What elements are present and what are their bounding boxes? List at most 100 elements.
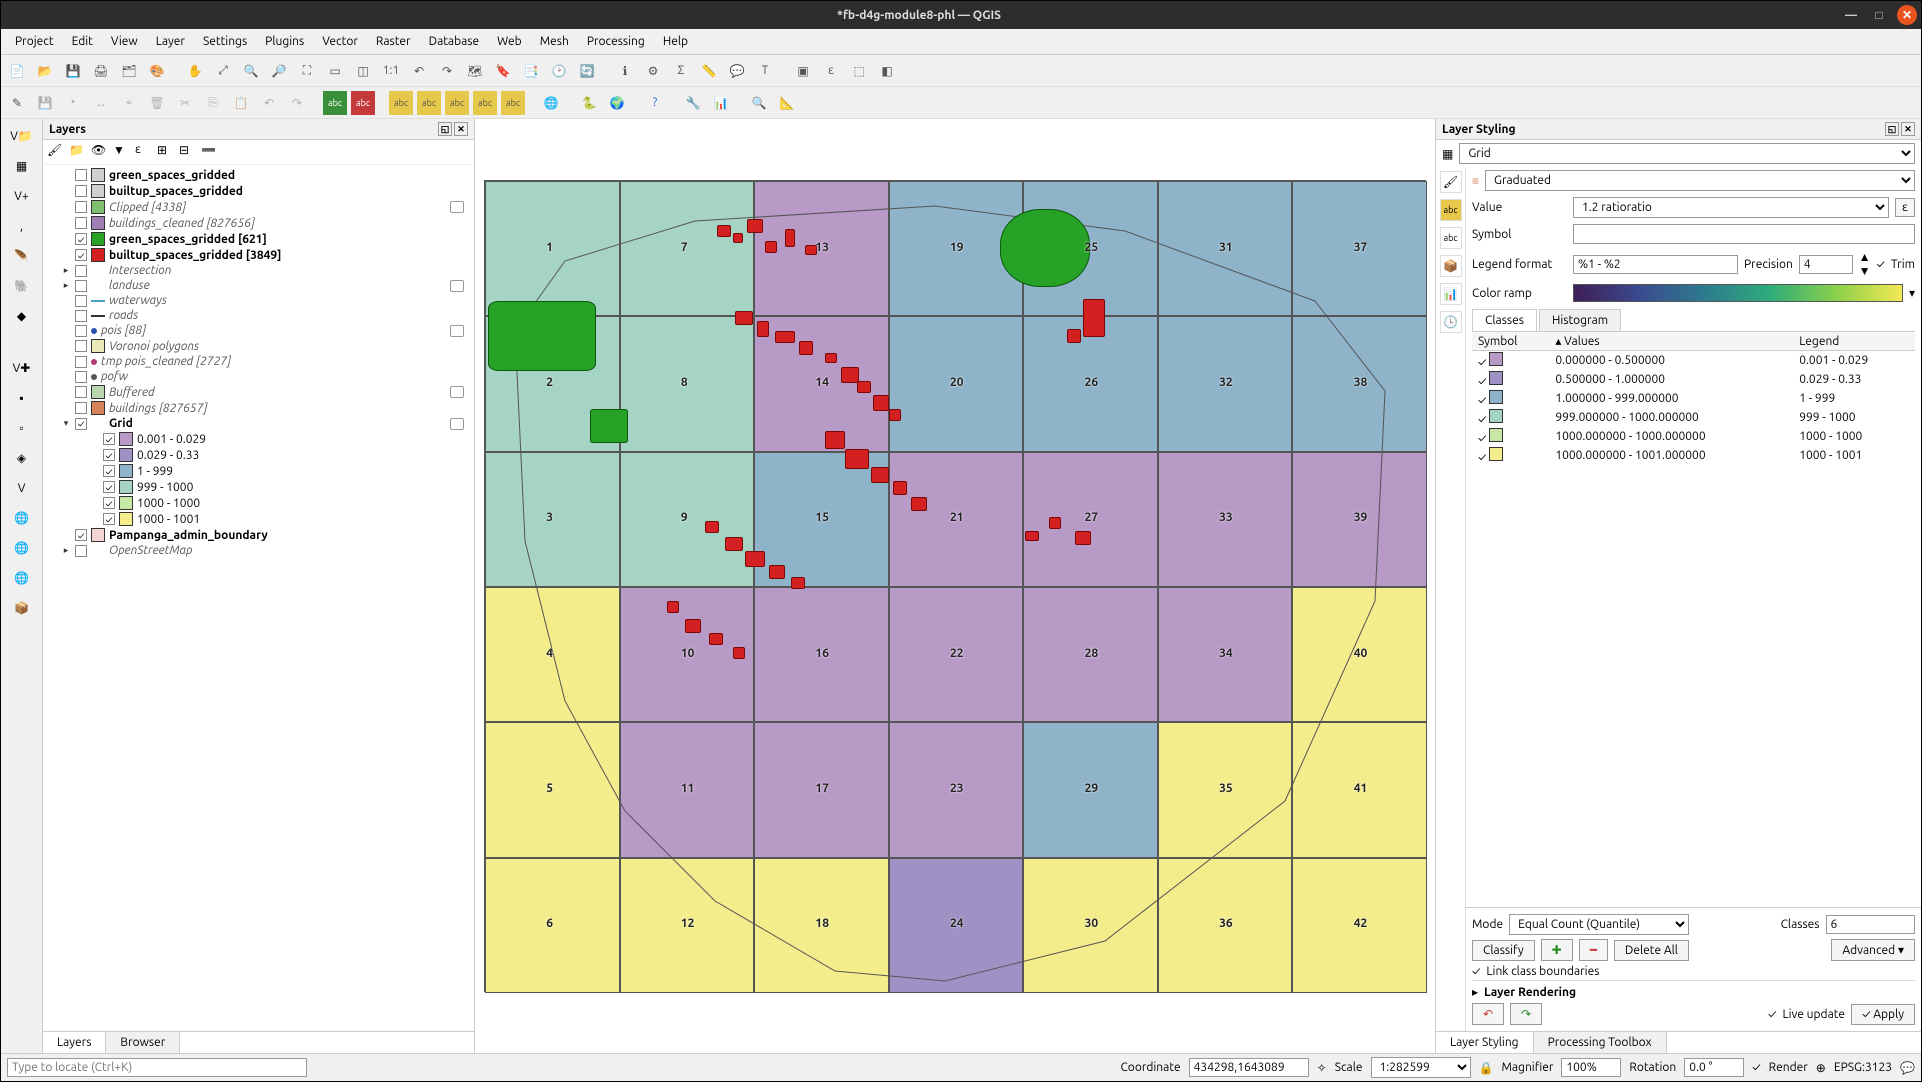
new-shapefile-icon[interactable]: ▪	[9, 385, 35, 411]
coord-input[interactable]	[1189, 1058, 1309, 1077]
window-close-button[interactable]: ✕	[1897, 5, 1917, 25]
menu-plugins[interactable]: Plugins	[257, 32, 312, 51]
layer-styling-tab[interactable]: Layer Styling	[1436, 1032, 1534, 1053]
open-project-icon[interactable]: 📂	[33, 59, 57, 83]
toggle-editing-icon[interactable]: ✎	[5, 91, 29, 115]
add-feature-icon[interactable]: •	[61, 91, 85, 115]
layer-item[interactable]: buildings_cleaned [827656]	[47, 215, 470, 231]
layer-item[interactable]: ✓0.001 - 0.029	[47, 431, 470, 447]
menu-database[interactable]: Database	[421, 32, 488, 51]
rotation-input[interactable]	[1684, 1058, 1744, 1077]
menu-mesh[interactable]: Mesh	[532, 32, 577, 51]
layer-checkbox[interactable]: ✓	[75, 249, 87, 261]
layout-manager-icon[interactable]: 🗂	[117, 59, 141, 83]
lock-scale-icon[interactable]: 🔒	[1479, 1061, 1494, 1075]
osm-icon[interactable]: 🌍	[605, 91, 629, 115]
identify-icon[interactable]: ℹ	[613, 59, 637, 83]
deselect-icon[interactable]: ⬚	[847, 59, 871, 83]
pan-selection-icon[interactable]: ⤢	[211, 59, 235, 83]
rendering-expand-icon[interactable]: ▸	[1472, 985, 1478, 999]
measure-icon[interactable]: 📏	[697, 59, 721, 83]
processing-toolbox-tab[interactable]: Processing Toolbox	[1534, 1032, 1667, 1053]
zoom-layer-icon[interactable]: ◫	[351, 59, 375, 83]
label-y5-icon[interactable]: abc	[501, 91, 525, 115]
zoom-full-icon[interactable]: ⛶	[295, 59, 319, 83]
layer-checkbox[interactable]: ✓	[103, 465, 115, 477]
redo-style-button[interactable]: ↷	[1510, 1003, 1542, 1025]
undo-icon[interactable]: ↶	[257, 91, 281, 115]
add-mssql-icon[interactable]: ◆	[9, 303, 35, 329]
delete-selected-icon[interactable]: 🗑	[145, 91, 169, 115]
layer-checkbox[interactable]	[75, 371, 87, 383]
zoom-in-icon[interactable]: 🔍	[239, 59, 263, 83]
live-update-checkbox[interactable]: ✓	[1768, 1008, 1776, 1021]
layer-item[interactable]: roads	[47, 308, 470, 323]
layers-add-group-icon[interactable]: 📁	[69, 143, 87, 161]
locator-input[interactable]	[7, 1058, 307, 1077]
layers-filter-icon[interactable]: ▼	[113, 143, 131, 161]
classes-table[interactable]: Symbol ▴ Values Legend ✓ 0.000000 - 0.50…	[1472, 332, 1915, 907]
panel-float-icon[interactable]: ◱	[438, 122, 452, 136]
proc2-icon[interactable]: 📐	[775, 91, 799, 115]
class-row[interactable]: ✓ 1.000000 - 999.0000001 - 999	[1472, 389, 1915, 408]
zoom-out-icon[interactable]: 🔎	[267, 59, 291, 83]
delete-all-button[interactable]: Delete All	[1614, 940, 1689, 961]
add-postgis-icon[interactable]: 🐘	[9, 273, 35, 299]
class-row[interactable]: ✓ 0.500000 - 1.0000000.029 - 0.33	[1472, 370, 1915, 389]
col-values[interactable]: Values	[1564, 335, 1599, 348]
layers-expression-icon[interactable]: ε	[135, 143, 153, 161]
layer-item[interactable]: builtup_spaces_gridded	[47, 183, 470, 199]
labels-icon[interactable]: abc	[1440, 199, 1462, 221]
layer-item[interactable]: ✓999 - 1000	[47, 479, 470, 495]
layer-checkbox[interactable]	[75, 201, 87, 213]
menu-project[interactable]: Project	[7, 32, 62, 51]
zoom-next-icon[interactable]: ↷	[435, 59, 459, 83]
color-ramp-preview[interactable]	[1573, 284, 1903, 302]
layer-checkbox[interactable]	[75, 265, 87, 277]
bookmarks-icon[interactable]: 📑	[519, 59, 543, 83]
legend-format-input[interactable]	[1573, 255, 1738, 274]
add-xyz-icon[interactable]: 📦	[9, 595, 35, 621]
menu-view[interactable]: View	[103, 32, 146, 51]
mode-select[interactable]: Equal Count (Quantile)	[1509, 914, 1689, 935]
layer-checkbox[interactable]: ✓	[103, 497, 115, 509]
new-geopackage-icon[interactable]: ▫	[9, 415, 35, 441]
layers-remove-icon[interactable]: ➖	[201, 143, 219, 161]
layer-checkbox[interactable]	[75, 545, 87, 557]
render-checkbox[interactable]: ✓	[1752, 1061, 1760, 1074]
trim-checkbox[interactable]: ✓	[1876, 258, 1884, 271]
map-canvas[interactable]: 1713192531372814202632383915212733394101…	[475, 119, 1435, 1053]
layer-checkbox[interactable]	[75, 185, 87, 197]
label-y2-icon[interactable]: abc	[417, 91, 441, 115]
remove-class-button[interactable]: ━	[1579, 939, 1608, 961]
layer-item[interactable]: ✓builtup_spaces_gridded [3849]	[47, 247, 470, 263]
zoom-last-icon[interactable]: ↶	[407, 59, 431, 83]
layer-checkbox[interactable]	[75, 295, 87, 307]
plugin1-icon[interactable]: 🔧	[681, 91, 705, 115]
undo-style-button[interactable]: ↶	[1472, 1003, 1504, 1025]
new-vector-icon[interactable]: V✚	[9, 355, 35, 381]
layer-checkbox[interactable]	[75, 280, 87, 292]
layer-item[interactable]: ✓1000 - 1000	[47, 495, 470, 511]
layer-filter-icon[interactable]	[450, 325, 464, 337]
menu-help[interactable]: Help	[655, 32, 696, 51]
classes-count-input[interactable]	[1826, 915, 1915, 934]
layer-item[interactable]: ▾✓Grid	[47, 416, 470, 431]
layer-item[interactable]: Voronoi polygons	[47, 338, 470, 354]
layer-item[interactable]: ✓green_spaces_gridded [621]	[47, 231, 470, 247]
help-icon[interactable]: ?	[643, 91, 667, 115]
layer-item[interactable]: ▸OpenStreetMap	[47, 543, 470, 558]
ramp-dropdown-icon[interactable]: ▾	[1909, 286, 1915, 300]
link-boundaries-checkbox[interactable]: ✓	[1472, 965, 1480, 978]
add-wms-icon[interactable]: 🌐	[9, 505, 35, 531]
ls-close-icon[interactable]: ✕	[1901, 122, 1915, 136]
label-tool-icon[interactable]: abc	[323, 91, 347, 115]
menu-web[interactable]: Web	[489, 32, 530, 51]
zoom-native-icon[interactable]: 1:1	[379, 59, 403, 83]
cut-icon[interactable]: ✂	[173, 91, 197, 115]
layer-checkbox[interactable]	[75, 310, 87, 322]
layer-item[interactable]: pofw	[47, 369, 470, 384]
window-minimize-button[interactable]: —	[1841, 5, 1861, 25]
new-bookmark-icon[interactable]: 🔖	[491, 59, 515, 83]
layer-checkbox[interactable]: ✓	[103, 481, 115, 493]
